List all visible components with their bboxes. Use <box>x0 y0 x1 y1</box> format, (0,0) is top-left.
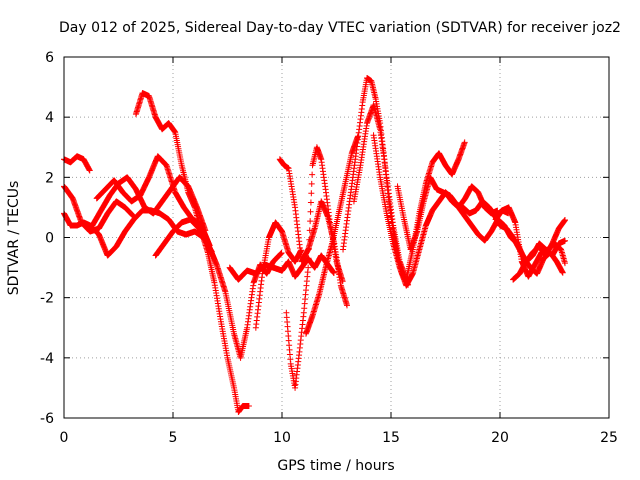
series-track-11 <box>283 144 346 391</box>
x-tick-label: 10 <box>273 430 291 446</box>
data-point <box>330 270 337 277</box>
x-tick-label: 25 <box>600 430 618 446</box>
y-tick-label: -2 <box>40 291 54 307</box>
x-tick-label: 0 <box>60 430 69 446</box>
data-points <box>61 75 568 415</box>
chart-title: Day 012 of 2025, Sidereal Day-to-day VTE… <box>59 20 621 36</box>
series-track-1 <box>61 153 93 174</box>
y-tick-label: -6 <box>40 411 54 427</box>
y-tick-label: 6 <box>45 50 54 66</box>
x-tick-label: 15 <box>382 430 400 446</box>
data-point <box>307 218 314 225</box>
series-track-14 <box>350 102 468 283</box>
x-tick-label: 5 <box>169 430 178 446</box>
data-point <box>308 190 315 197</box>
data-point <box>309 171 316 178</box>
data-point <box>245 402 252 409</box>
series-track-9 <box>252 219 305 331</box>
data-point <box>305 245 312 252</box>
data-point <box>339 278 346 285</box>
data-point <box>307 199 314 206</box>
y-tick-label: 4 <box>45 110 54 126</box>
series-track-7 <box>152 216 285 361</box>
series-track-10 <box>276 156 350 309</box>
data-point <box>306 227 313 234</box>
data-point <box>278 249 285 256</box>
y-tick-label: -4 <box>40 351 54 367</box>
data-point <box>561 260 568 267</box>
y-tick-label: 2 <box>45 170 54 186</box>
series-track-6 <box>132 90 252 415</box>
data-point <box>305 264 312 271</box>
data-point <box>306 236 313 243</box>
data-point <box>307 208 314 215</box>
y-tick-label: 0 <box>45 231 54 247</box>
x-tick-label: 20 <box>491 430 509 446</box>
series-track-19 <box>492 204 568 280</box>
series-track-12 <box>302 133 361 337</box>
data-point <box>86 167 93 174</box>
y-axis-label: SDTVAR / TECUs <box>6 181 22 296</box>
x-axis-label: GPS time / hours <box>277 458 394 474</box>
data-point <box>343 302 350 309</box>
data-point <box>305 255 312 262</box>
data-point <box>308 180 315 187</box>
grid-lines <box>64 57 609 418</box>
